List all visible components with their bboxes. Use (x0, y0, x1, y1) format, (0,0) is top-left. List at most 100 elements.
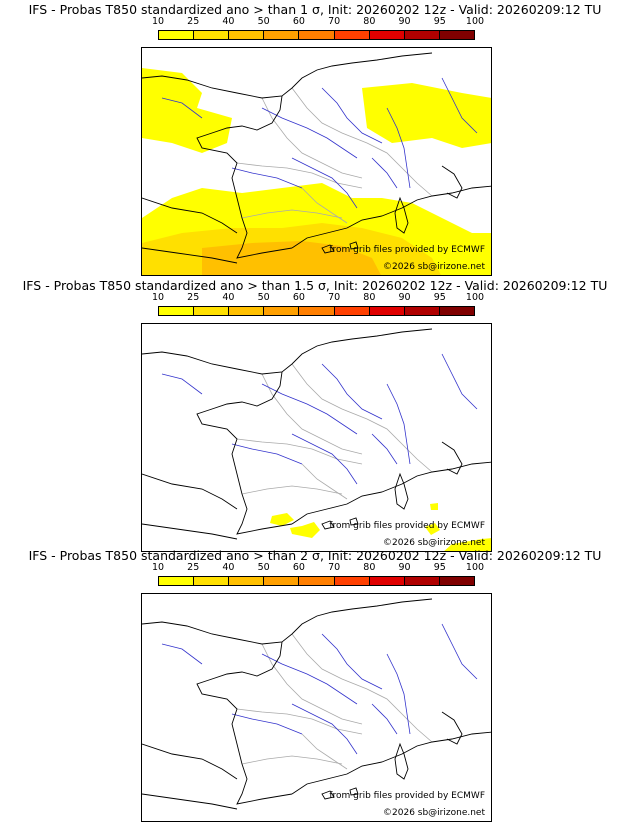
region-border (291, 633, 433, 743)
river (321, 363, 383, 420)
scale-swatch (439, 307, 474, 315)
region-border (236, 708, 363, 735)
scale-swatch (334, 31, 370, 39)
coastline (142, 793, 238, 810)
river (386, 653, 411, 735)
scale-label: 90 (398, 562, 411, 573)
map-area: from grib files provided by ECMWF ©2026 … (141, 323, 492, 552)
coastline (394, 196, 409, 234)
scale-swatch (439, 31, 474, 39)
scale-swatch (159, 307, 195, 315)
scale-swatch (264, 577, 300, 585)
scale-label: 60 (292, 292, 305, 303)
scale-swatch (334, 307, 370, 315)
scale-label: 40 (222, 16, 235, 27)
scale-swatch (299, 307, 335, 315)
scale-label: 70 (328, 292, 341, 303)
region-border (291, 87, 433, 197)
coastline (142, 328, 433, 375)
geography (142, 328, 491, 540)
scale-swatch (404, 31, 440, 39)
source-credit: from grib files provided by ECMWF (329, 245, 485, 255)
scale-label: 100 (465, 16, 485, 27)
river (441, 77, 478, 134)
map-area: from grib files provided by ECMWF ©2026 … (141, 47, 492, 276)
map-panel-3: IFS - Probas T850 standardized ano > tha… (0, 546, 630, 822)
river (371, 157, 398, 189)
coastline (349, 787, 359, 796)
coastline (394, 472, 409, 510)
scale-swatch (194, 577, 230, 585)
river (441, 623, 478, 680)
coastline (349, 241, 359, 250)
coastline (441, 165, 463, 199)
scale-swatch (334, 577, 370, 585)
river (386, 383, 411, 465)
scale-label: 90 (398, 16, 411, 27)
scale-swatch (264, 307, 300, 315)
coastline (142, 523, 238, 540)
coastline (321, 790, 335, 800)
coastline (291, 461, 491, 525)
region-border (236, 438, 363, 465)
river (261, 653, 358, 705)
map-panel-2: IFS - Probas T850 standardized ano > tha… (0, 276, 630, 552)
scale-label: 40 (222, 562, 235, 573)
scale-label: 25 (187, 292, 200, 303)
scale-label: 25 (187, 16, 200, 27)
scale-swatch (264, 31, 300, 39)
region-border (236, 162, 363, 189)
river (321, 87, 383, 144)
scale-label: 50 (257, 292, 270, 303)
coastline (142, 473, 238, 510)
scale-label: 80 (363, 562, 376, 573)
source-credit: from grib files provided by ECMWF (329, 521, 485, 531)
river (161, 643, 203, 665)
coastline (142, 598, 433, 645)
coastline (142, 247, 238, 264)
river (291, 157, 358, 209)
copyright-credit: ©2026 sb@irizone.net (383, 262, 485, 272)
scale-swatch (159, 577, 195, 585)
river (261, 107, 358, 159)
coastline (142, 52, 433, 99)
region-border (301, 463, 348, 500)
coastline (321, 244, 335, 254)
geography (142, 598, 491, 810)
panel-title: IFS - Probas T850 standardized ano > tha… (28, 2, 602, 17)
scale-swatch (194, 31, 230, 39)
scale-swatch (369, 31, 405, 39)
scale-label: 95 (433, 292, 446, 303)
coastline (142, 743, 238, 780)
river (291, 703, 358, 755)
coastline (196, 371, 293, 535)
scale-label: 25 (187, 562, 200, 573)
scale-label: 50 (257, 562, 270, 573)
scale-swatch (369, 577, 405, 585)
coastline (441, 711, 463, 745)
scale-swatch (404, 307, 440, 315)
region-border (241, 485, 343, 495)
probability-color-scale (158, 30, 475, 40)
river (371, 433, 398, 465)
coastline (394, 742, 409, 780)
scale-swatch (299, 31, 335, 39)
geography (142, 52, 491, 264)
coastline (291, 185, 491, 249)
scale-label: 60 (292, 16, 305, 27)
scale-swatch (439, 577, 474, 585)
river (231, 713, 303, 735)
probability-shading (270, 503, 491, 551)
region-border (301, 187, 348, 224)
scale-label: 50 (257, 16, 270, 27)
scale-label: 90 (398, 292, 411, 303)
region-border (301, 733, 348, 770)
scale-label: 10 (151, 16, 165, 27)
copyright-credit: ©2026 sb@irizone.net (383, 808, 485, 818)
map-area: from grib files provided by ECMWF ©2026 … (141, 593, 492, 822)
region-border (261, 373, 363, 455)
river (231, 167, 303, 189)
river (161, 97, 203, 119)
scale-label: 80 (363, 292, 376, 303)
scale-label: 60 (292, 562, 305, 573)
